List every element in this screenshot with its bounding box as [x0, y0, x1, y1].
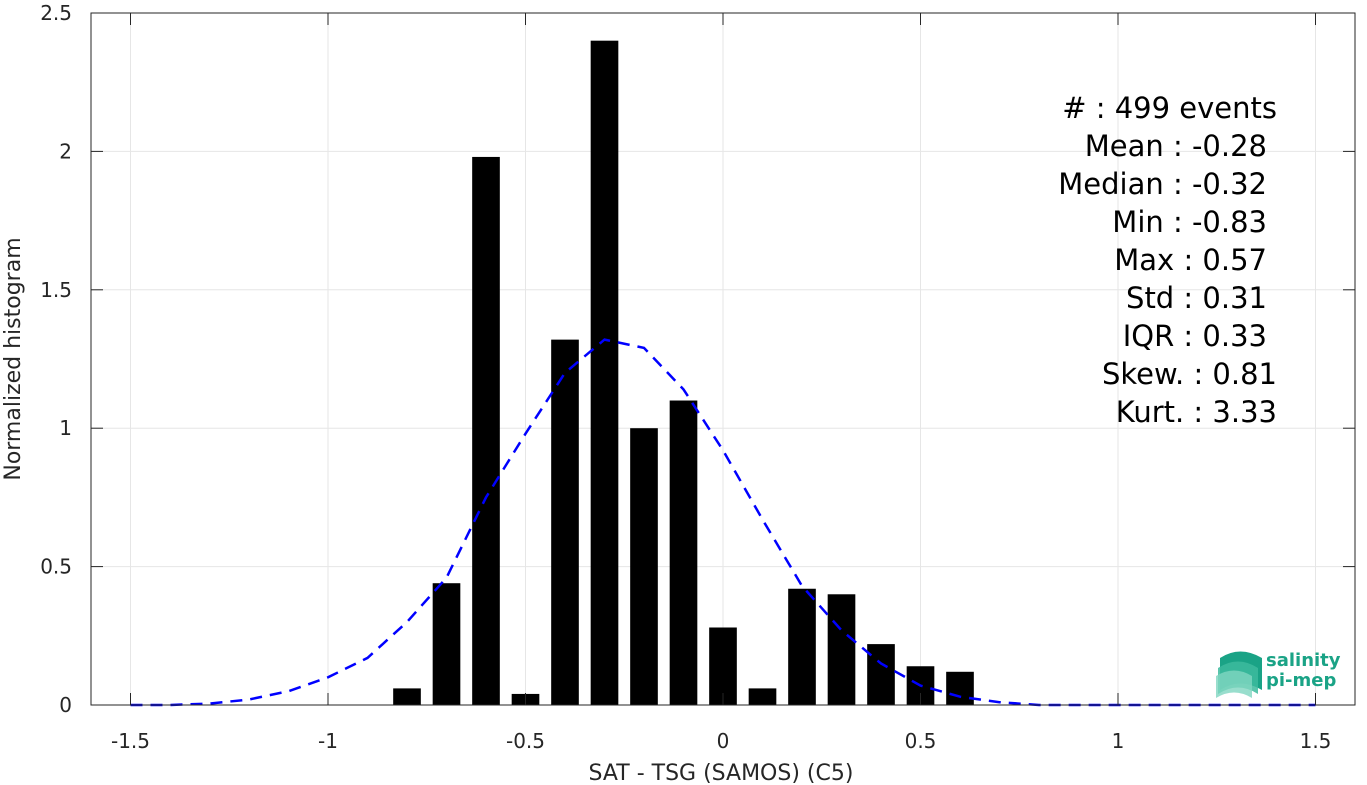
x-axis-ticks: -1.5 -1 -0.5 0 0.5 1 1.5 [111, 13, 1331, 753]
histogram-bars [393, 40, 974, 706]
histogram-bar-0 [393, 688, 421, 705]
y-axis-ticks: 0 0.5 1 1.5 2 2.5 [40, 1, 1355, 717]
stat-line-5: Std : 0.31 [1126, 281, 1267, 315]
histogram-bar-5 [590, 40, 619, 706]
y-tick-label-1: 0.5 [40, 555, 72, 579]
x-tick-label-4: 0.5 [905, 729, 937, 753]
stat-line-0: # : 499 events [1062, 91, 1277, 125]
logo-text-line1: salinity [1266, 650, 1341, 671]
y-axis-title: Normalized histogram [1, 237, 26, 480]
x-tick-label-0: -1.5 [111, 729, 150, 753]
histogram-bar-6 [630, 428, 658, 705]
histogram-bar-11 [827, 594, 856, 705]
histogram-bar-4 [551, 339, 579, 705]
salinity-pimep-logo: salinity pi-mep [1216, 650, 1341, 698]
y-tick-label-3: 1.5 [40, 278, 72, 302]
histogram-bar-2 [472, 156, 500, 705]
y-tick-label-4: 2 [59, 139, 72, 163]
logo-wave-icon [1216, 651, 1262, 698]
histogram-bar-1 [432, 583, 461, 705]
histogram-bar-12 [867, 644, 895, 705]
y-tick-label-5: 2.5 [40, 1, 72, 25]
histogram-bar-7 [669, 400, 698, 705]
x-tick-label-6: 1.5 [1300, 729, 1332, 753]
y-tick-label-0: 0 [59, 693, 72, 717]
stat-line-2: Median : -0.32 [1058, 167, 1267, 201]
x-tick-label-2: -0.5 [506, 729, 545, 753]
histogram-bar-14 [946, 671, 974, 705]
x-tick-label-1: -1 [318, 729, 338, 753]
stat-line-6: IQR : 0.33 [1123, 319, 1267, 353]
x-axis-title: SAT - TSG (SAMOS) (C5) [589, 761, 854, 785]
histogram-bar-8 [709, 627, 737, 705]
histogram-bar-10 [788, 588, 816, 705]
logo-text-line2: pi-mep [1266, 670, 1336, 691]
histogram-bar-9 [748, 688, 777, 705]
stat-line-8: Kurt. : 3.33 [1116, 395, 1277, 429]
stat-line-1: Mean : -0.28 [1085, 129, 1267, 163]
stat-line-7: Skew. : 0.81 [1102, 357, 1277, 391]
stat-line-4: Max : 0.57 [1114, 243, 1267, 277]
x-tick-label-3: 0 [717, 729, 730, 753]
x-tick-label-5: 1 [1112, 729, 1125, 753]
stat-line-3: Min : -0.83 [1112, 205, 1267, 239]
y-tick-label-2: 1 [59, 416, 72, 440]
statistics-panel: # : 499 events Mean : -0.28 Median : -0.32… [1058, 91, 1277, 429]
